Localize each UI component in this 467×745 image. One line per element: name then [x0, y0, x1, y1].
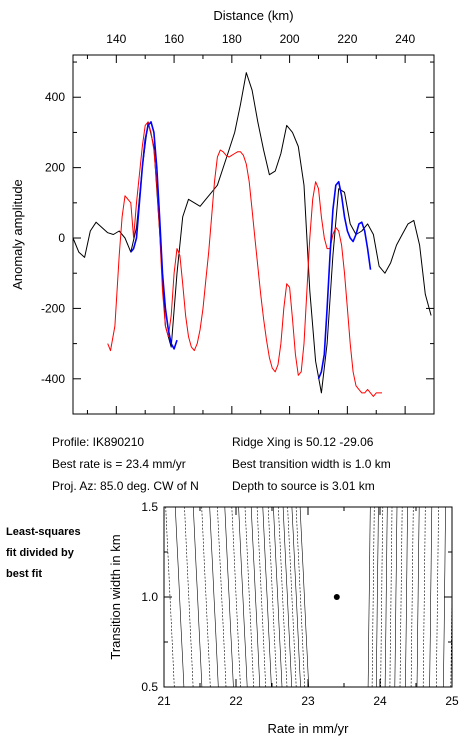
misfit-contour-line	[231, 506, 241, 688]
misfit-contour-line	[273, 506, 283, 688]
misfit-contour-line	[399, 506, 403, 688]
misfit-contour-line	[184, 506, 194, 688]
misfit-contour-line	[429, 506, 433, 688]
misfit-contour-line	[389, 506, 393, 688]
width-axis-ticks: 0.5 1.0 1.5	[141, 500, 452, 694]
amplitude-tick-label: -400	[41, 372, 65, 386]
observed-anomaly-line	[72, 72, 432, 394]
misfit-contour-chart: 21 22 23 24 25 0.5 1.0 1.5 Rate in mm/yr Trans…	[108, 500, 459, 736]
misfit-contour-line	[416, 506, 420, 688]
misfit-contour-line	[436, 506, 439, 688]
distance-tick-label: 200	[280, 32, 300, 46]
projection-azimuth: Proj. Az: 85.0 deg. CW of N	[52, 479, 199, 493]
distance-tick-label: 240	[395, 32, 415, 46]
amplitude-tick-label: 400	[45, 90, 65, 104]
misfit-contour-line	[262, 506, 272, 688]
misfit-contour-line	[287, 506, 297, 688]
depth-to-source: Depth to source is 3.01 km	[232, 479, 375, 493]
misfit-contour-line	[193, 506, 203, 688]
best-fit-point	[333, 594, 340, 600]
best-rate: Best rate is = 23.4 mm/yr	[52, 457, 186, 471]
width-axis-label: Transition width in km	[108, 534, 123, 659]
misfit-contour-line	[238, 506, 248, 688]
rate-axis-ticks: 21 22 23 24 25	[157, 507, 459, 708]
best-transition-width: Best transition width is 1.0 km	[232, 457, 391, 471]
misfit-contour-line	[380, 506, 384, 688]
misfit-contour-line	[384, 506, 388, 688]
misfit-contour-line	[422, 506, 426, 688]
fit-window-line-right	[317, 180, 372, 380]
misfit-contour-line	[267, 506, 278, 688]
misfit-contour-line	[175, 506, 185, 688]
ridge-crossing: Ridge Xing is 50.12 -29.06	[232, 435, 374, 449]
misfit-contour-line	[394, 506, 398, 688]
amplitude-tick-label: 200	[45, 161, 65, 175]
rate-axis-label: Rate in mm/yr	[268, 721, 350, 736]
profile-name: Profile: IK890210	[52, 435, 144, 449]
least-squares-note: Least-squares fit divided by best fit	[6, 526, 81, 580]
distance-tick-label: 220	[337, 32, 357, 46]
anomaly-series	[72, 72, 432, 397]
misfit-contour-line	[282, 506, 292, 688]
misfit-contour-line	[217, 506, 227, 688]
misfit-contour-line	[371, 506, 375, 688]
width-tick-label: 1.5	[141, 500, 158, 514]
misfit-contour-line	[224, 506, 234, 688]
misfit-contour-line	[367, 506, 371, 688]
misfit-contour-line	[209, 506, 219, 688]
misfit-contour-line	[299, 506, 309, 688]
rate-tick-label: 25	[445, 694, 459, 708]
misfit-contour-line	[376, 506, 379, 688]
anomaly-profile-chart: 140 160 180 200 220 240 -400 -200 0 200 400 Dista…	[10, 8, 435, 415]
misfit-contours	[165, 506, 453, 688]
distance-tick-label: 180	[222, 32, 242, 46]
misfit-contour-line	[201, 506, 211, 688]
width-tick-label: 1.0	[141, 590, 158, 604]
amplitude-tick-label: -200	[41, 301, 65, 315]
width-tick-label: 0.5	[141, 680, 158, 694]
distance-tick-label: 160	[164, 32, 184, 46]
distance-axis-ticks: 140 160 180 200 220 240	[86, 32, 435, 414]
distance-tick-label: 140	[106, 32, 126, 46]
rate-tick-label: 21	[157, 694, 171, 708]
misfit-contour-line	[278, 506, 288, 688]
contour-plot-frame	[163, 506, 453, 688]
fit-window-line-left	[130, 121, 178, 350]
anomaly-plot-frame	[72, 54, 435, 415]
misfit-contour-line	[291, 506, 301, 688]
model-anomaly-line	[107, 121, 382, 397]
amplitude-axis-label: Anomaly amplitude	[10, 179, 25, 290]
rate-tick-label: 22	[229, 694, 243, 708]
misfit-contour-line	[405, 506, 408, 688]
amplitude-tick-label: 0	[58, 231, 65, 245]
note-line-2: fit divided by	[6, 547, 75, 559]
distance-axis-label: Distance (km)	[213, 8, 293, 23]
profile-info: Profile: IK890210 Best rate is = 23.4 mm…	[52, 435, 391, 493]
note-line-3: best fit	[6, 568, 42, 580]
misfit-contour-line	[250, 506, 261, 688]
misfit-contour-line	[295, 506, 305, 688]
amplitude-axis-ticks: -400 -200 0 200 400	[41, 61, 434, 415]
note-line-1: Least-squares	[6, 526, 81, 538]
rate-tick-label: 24	[373, 694, 387, 708]
rate-tick-label: 23	[301, 694, 315, 708]
misfit-contour-line	[410, 506, 414, 688]
